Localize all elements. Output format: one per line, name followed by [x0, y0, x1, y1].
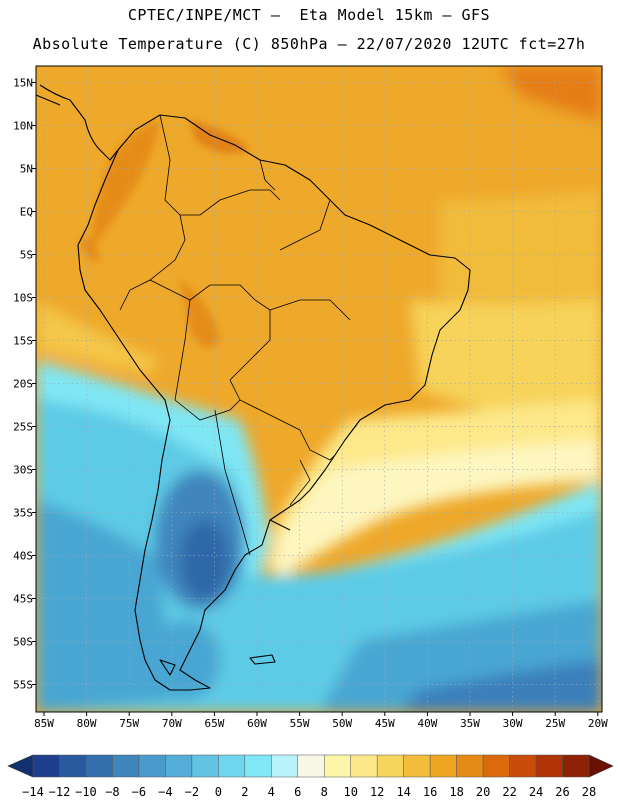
colorbar-over-arrow — [588, 754, 614, 778]
colorbar-swatch — [138, 754, 166, 778]
coastline — [36, 84, 471, 691]
colorbar-under-arrow — [7, 754, 34, 778]
lat-label: 45S — [13, 593, 33, 606]
colorbar-label: 26 — [555, 785, 569, 799]
colorbar-label: 20 — [476, 785, 490, 799]
lat-label: 20S — [13, 378, 33, 391]
lat-label: 35S — [13, 507, 33, 520]
colorbar — [7, 754, 614, 778]
lon-label: 40W — [417, 717, 437, 730]
colorbar-swatch — [85, 754, 113, 778]
colorbar-swatch — [482, 754, 510, 778]
colorbar-swatch — [218, 754, 246, 778]
temperature-field — [36, 66, 602, 712]
colorbar-label: 14 — [396, 785, 410, 799]
colorbar-label: 22 — [502, 785, 516, 799]
lon-label: 75W — [119, 717, 139, 730]
map-title-line1: CPTEC/INPE/MCT – Eta Model 15km – GFS — [127, 6, 491, 24]
colorbar-label: −2 — [185, 785, 199, 799]
colorbar-swatch — [456, 754, 484, 778]
colorbar-label: 18 — [449, 785, 463, 799]
map-frame — [35, 65, 603, 713]
lon-label: 80W — [77, 717, 97, 730]
colorbar-label: −8 — [105, 785, 119, 799]
colorbar-label: 10 — [343, 785, 357, 799]
lon-label: 25W — [545, 717, 565, 730]
colorbar-swatch — [32, 754, 60, 778]
colorbar-swatch — [244, 754, 272, 778]
colorbar-swatch — [165, 754, 193, 778]
lon-label: 35W — [460, 717, 480, 730]
colorbar-label: 12 — [370, 785, 384, 799]
latitude-labels: 15N 10N 5N EQ 5S 10S 15S 20S 25S 30S 35S 40S 45S 50S 5… — [13, 77, 36, 692]
lon-label: 85W — [34, 717, 54, 730]
lon-label: 50W — [332, 717, 352, 730]
colorbar-label: 0 — [215, 785, 222, 799]
colorbar-label: 6 — [294, 785, 301, 799]
colorbar-swatch — [112, 754, 140, 778]
colorbar-label: 4 — [268, 785, 275, 799]
colorbar-label: 8 — [321, 785, 328, 799]
colorbar-swatch — [376, 754, 404, 778]
colorbar-swatch — [297, 754, 325, 778]
colorbar-swatch — [191, 754, 219, 778]
lat-label: 5S — [20, 249, 33, 262]
lon-label: 55W — [290, 717, 310, 730]
lat-label: 50S — [13, 636, 33, 649]
colorbar-swatch — [350, 754, 378, 778]
lon-label: 20W — [588, 717, 608, 730]
lon-label: 45W — [375, 717, 395, 730]
lat-label: 10S — [13, 292, 33, 305]
colorbar-swatch — [59, 754, 87, 778]
lon-label: 30W — [503, 717, 523, 730]
lat-label: 15S — [13, 335, 33, 348]
lon-label: 60W — [247, 717, 267, 730]
colorbar-label: −14 — [22, 785, 44, 799]
colorbar-label: −6 — [132, 785, 146, 799]
lat-label: 25S — [13, 421, 33, 434]
map-title-line2: Absolute Temperature (C) 850hPa – 22/07/… — [32, 35, 586, 53]
colorbar-swatch — [323, 754, 351, 778]
colorbar-label: −4 — [158, 785, 172, 799]
colorbar-swatch — [429, 754, 457, 778]
lat-label: 55S — [13, 679, 33, 692]
colorbar-swatch — [562, 754, 590, 778]
colorbar-label: 2 — [241, 785, 248, 799]
longitude-labels: 85W 80W 75W 70W 65W 60W 55W 50W 45W 40W 35W 30W 25W 2… — [34, 712, 608, 730]
lat-label: 10N — [13, 120, 33, 133]
lat-label: 30S — [13, 464, 33, 477]
country-borders — [119, 114, 351, 556]
colorbar-label: 28 — [582, 785, 596, 799]
lat-label: 5N — [20, 163, 33, 176]
colorbar-swatch — [509, 754, 537, 778]
lon-label: 70W — [162, 717, 182, 730]
colorbar-swatch — [271, 754, 299, 778]
lat-label: EQ — [20, 206, 33, 219]
colorbar-swatch — [403, 754, 431, 778]
colorbar-label: 24 — [529, 785, 543, 799]
lat-label: 15N — [13, 77, 33, 90]
colorbar-label: 16 — [423, 785, 437, 799]
colorbar-label: −12 — [49, 785, 71, 799]
lat-label: 40S — [13, 550, 33, 563]
colorbar-swatch — [535, 754, 563, 778]
lon-label: 65W — [204, 717, 224, 730]
colorbar-label: −10 — [75, 785, 97, 799]
colorbar-labels: −14 −12 −10 −8 −6 −4 −2 0 2 4 6 8 10 12 14 16 18 20 22 24 26… — [22, 785, 596, 799]
